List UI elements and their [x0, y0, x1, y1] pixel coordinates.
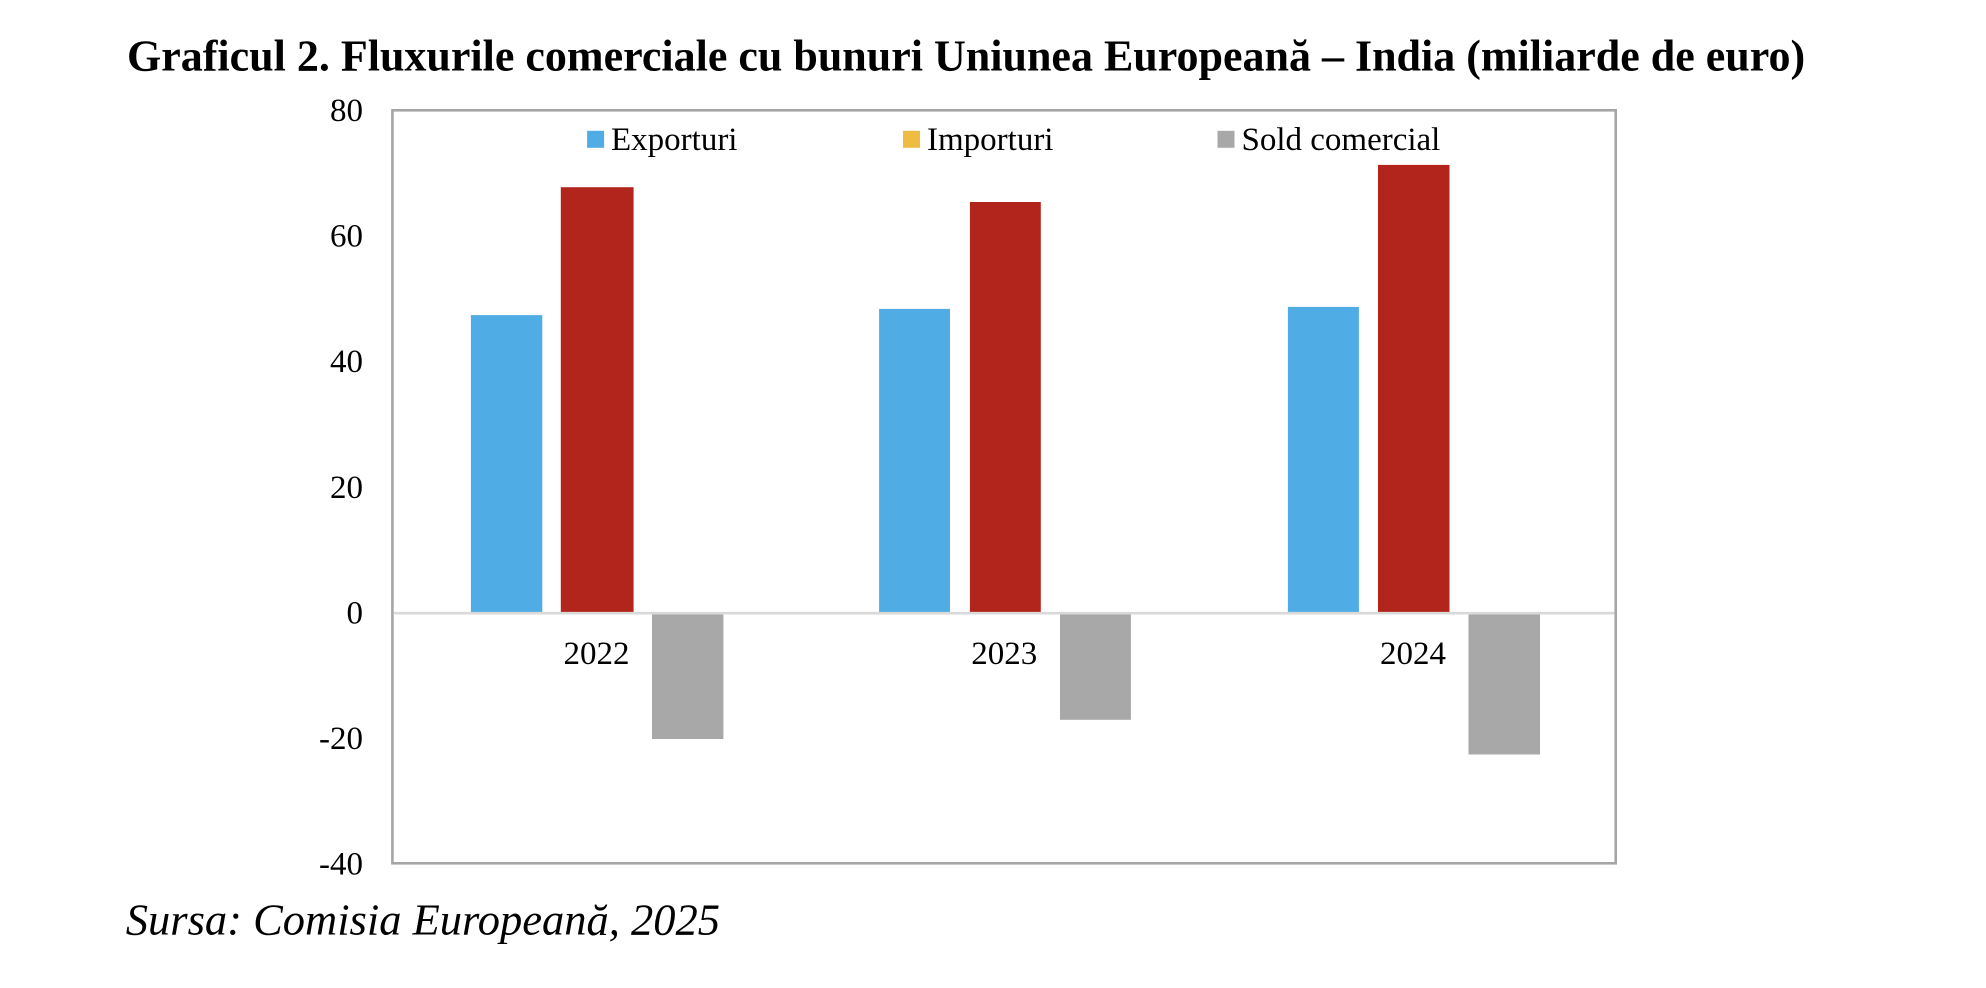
svg-text:2022: 2022	[564, 636, 630, 672]
svg-text:20: 20	[330, 470, 363, 506]
svg-text:-40: -40	[319, 846, 363, 882]
svg-text:Graficul 2. Fluxurile comercia: Graficul 2. Fluxurile comerciale cu bunu…	[127, 31, 1805, 80]
svg-text:0: 0	[347, 595, 364, 631]
svg-text:-20: -20	[319, 721, 363, 757]
svg-text:40: 40	[330, 344, 363, 380]
svg-text:Sold comercial: Sold comercial	[1242, 122, 1441, 158]
svg-text:60: 60	[330, 219, 363, 255]
svg-text:Exporturi: Exporturi	[611, 122, 737, 158]
svg-text:2023: 2023	[971, 636, 1037, 672]
svg-text:80: 80	[330, 93, 363, 129]
svg-text:Importuri: Importuri	[927, 122, 1053, 158]
svg-text:2024: 2024	[1380, 636, 1446, 672]
svg-text:Sursa: Comisia Europeană, 2025: Sursa: Comisia Europeană, 2025	[126, 894, 720, 944]
